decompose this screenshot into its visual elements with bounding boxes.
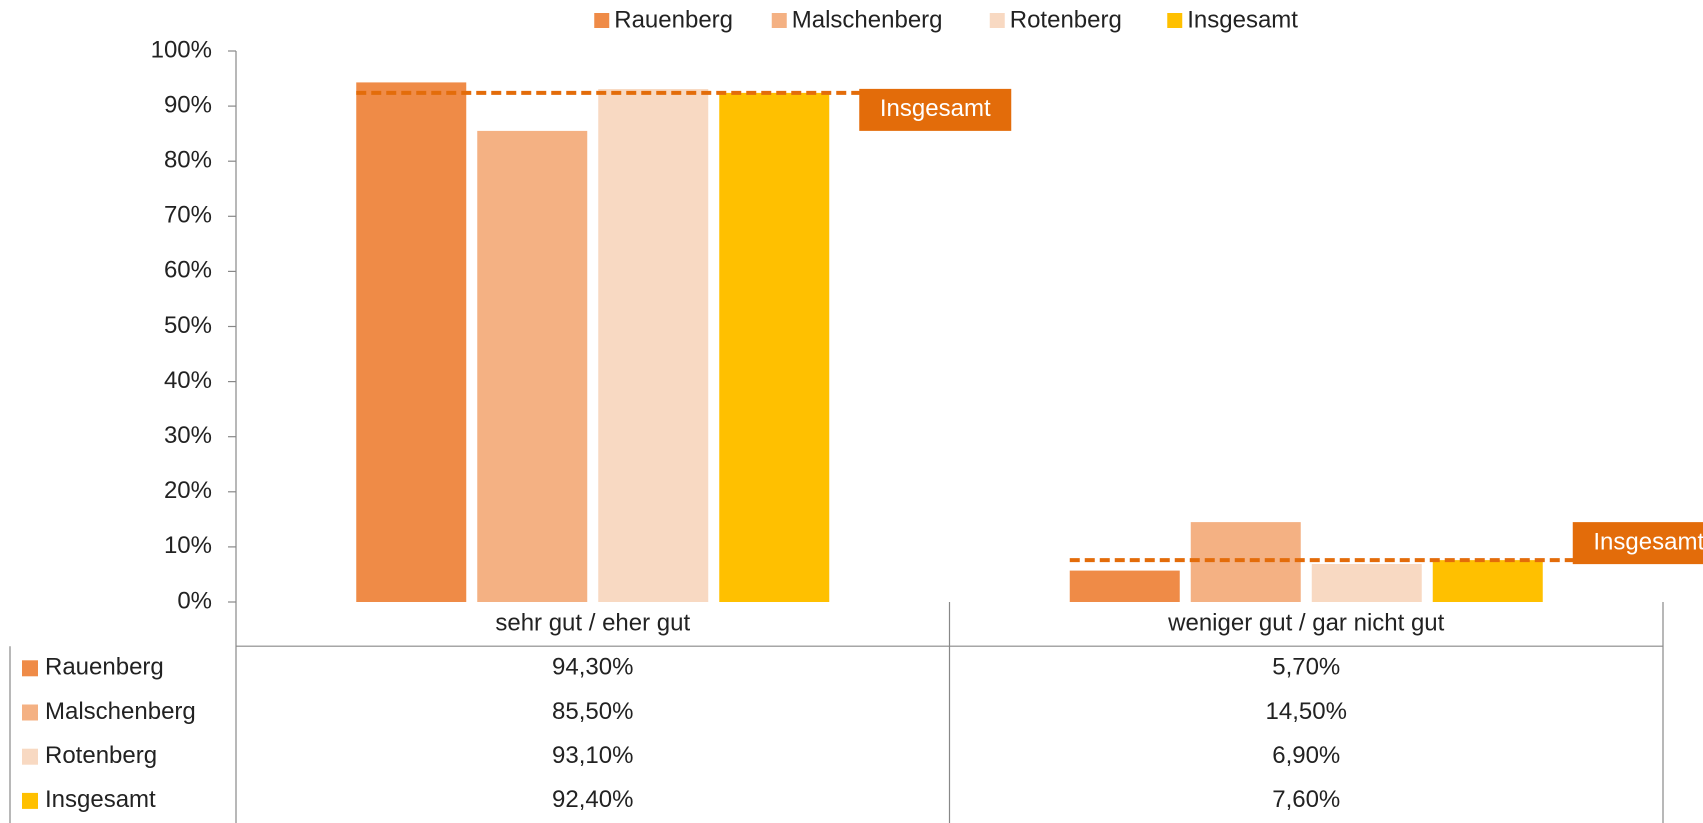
annotation: Insgesamt [1593, 528, 1703, 555]
table-value: 6,90% [1272, 742, 1340, 769]
bar [1432, 560, 1543, 602]
y-tick-label: 10% [164, 532, 212, 559]
y-tick-label: 20% [164, 477, 212, 504]
y-tick-label: 80% [164, 147, 212, 174]
table-series-label: Rotenberg [45, 742, 157, 769]
y-tick-label: 40% [164, 367, 212, 394]
y-tick-label: 50% [164, 312, 212, 339]
table-swatch [22, 792, 38, 809]
annotation-box [1572, 522, 1703, 565]
x-tick-label: weniger gut / gar nicht gut [1167, 609, 1444, 636]
legend-swatch [771, 13, 787, 28]
annotation: Insgesamt [880, 95, 991, 122]
legend-label: Malschenberg [792, 6, 943, 33]
bar [1311, 563, 1422, 602]
bar [719, 92, 830, 602]
table-value: 93,10% [552, 742, 633, 769]
table-value: 94,30% [552, 654, 633, 681]
table-swatch [22, 748, 38, 765]
y-tick-label: 100% [151, 36, 212, 63]
legend-label: Insgesamt [1187, 6, 1298, 33]
table-series-label: Rauenberg [45, 654, 164, 681]
table-series-label: Malschenberg [45, 698, 196, 725]
table-value: 85,50% [552, 698, 633, 725]
bar [1069, 570, 1180, 602]
y-tick-label: 60% [164, 257, 212, 284]
table-swatch [22, 704, 38, 721]
bar [356, 82, 467, 603]
bar [598, 89, 709, 603]
y-tick-label: 0% [177, 587, 212, 614]
table-value: 92,40% [552, 786, 633, 813]
table-value: 7,60% [1272, 786, 1340, 813]
legend-swatch [989, 13, 1005, 28]
table-swatch [22, 660, 38, 677]
y-tick-label: 70% [164, 202, 212, 229]
table-value: 14,50% [1266, 698, 1347, 725]
table-series-label: Insgesamt [45, 786, 156, 813]
y-tick-label: 90% [164, 91, 212, 118]
annotation-box [859, 88, 1012, 131]
table-value: 5,70% [1272, 654, 1340, 681]
y-tick-label: 30% [164, 422, 212, 449]
legend-label: Rauenberg [614, 6, 733, 33]
legend-label: Rotenberg [1010, 6, 1122, 33]
x-tick-label: sehr gut / eher gut [495, 609, 690, 636]
legend-swatch [1167, 13, 1183, 28]
legend-swatch [594, 13, 610, 28]
bar [477, 130, 588, 602]
